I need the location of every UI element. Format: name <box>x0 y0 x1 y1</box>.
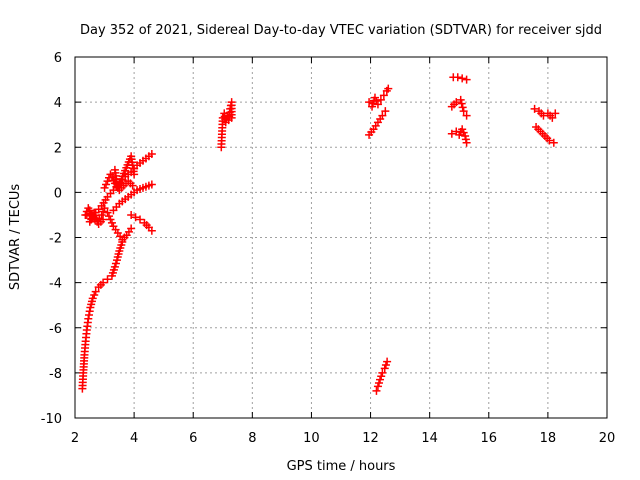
x-axis-label: GPS time / hours <box>287 459 396 474</box>
data-point-marker <box>147 150 156 159</box>
data-point-marker <box>551 109 560 118</box>
series-early-cross <box>100 170 137 195</box>
data-point-marker <box>373 100 382 109</box>
series-twelve-lower <box>372 357 392 395</box>
data-point-marker <box>456 95 465 104</box>
y-tick-label: 0 <box>54 186 62 201</box>
data-point-marker <box>378 368 387 377</box>
data-point-marker <box>365 98 374 107</box>
axis-ticks <box>74 56 608 419</box>
data-point-marker <box>384 84 393 93</box>
x-tick-label: 12 <box>362 431 379 446</box>
data-point-marker <box>227 113 236 122</box>
series-fifteen-lower <box>447 125 471 147</box>
data-point-marker <box>127 224 136 233</box>
x-tick-label: 20 <box>599 431 616 446</box>
data-point-marker <box>372 386 381 395</box>
y-tick-label: -2 <box>49 232 62 247</box>
series-early-rising-b <box>109 180 156 215</box>
series-seven-hour-cluster <box>217 98 236 152</box>
data-points <box>78 73 560 395</box>
data-point-marker <box>136 215 145 224</box>
y-tick-label: -8 <box>49 367 62 382</box>
y-tick-label: 2 <box>54 141 62 156</box>
data-point-marker <box>130 170 139 179</box>
data-point-marker <box>378 111 387 120</box>
y-tick-label: -6 <box>49 322 62 337</box>
series-early-descending-tail <box>78 238 127 393</box>
data-point-marker <box>85 207 94 216</box>
y-tick-labels: -10 -8 -6 -4 -2 0 2 4 6 <box>41 51 62 427</box>
data-point-marker <box>458 74 467 83</box>
series-early-falling <box>127 210 156 235</box>
chart-title: Day 352 of 2021, Sidereal Day-to-day VTE… <box>80 23 602 38</box>
series-early-spikes <box>110 152 139 192</box>
series-twelve-middle <box>365 107 390 139</box>
data-point-marker <box>376 95 385 104</box>
data-point-marker <box>147 180 156 189</box>
series-fifteen-middle <box>447 95 471 120</box>
series-eighteen-lower <box>532 122 558 147</box>
data-point-marker <box>131 213 140 222</box>
x-tick-label: 18 <box>540 431 557 446</box>
data-point-marker <box>545 136 554 145</box>
data-point-marker <box>84 204 93 213</box>
data-point-marker <box>452 98 461 107</box>
data-point-marker <box>127 210 136 219</box>
series-twelve-upper <box>365 84 393 111</box>
data-point-marker <box>457 99 466 108</box>
x-tick-label: 10 <box>303 431 320 446</box>
data-point-marker <box>462 138 471 147</box>
data-point-marker <box>381 107 390 116</box>
data-point-marker <box>462 111 471 120</box>
x-tick-labels: 2 4 6 8 10 12 14 16 18 20 <box>71 431 615 446</box>
x-tick-label: 14 <box>421 431 438 446</box>
data-point-marker <box>549 138 558 147</box>
x-tick-label: 6 <box>189 431 197 446</box>
x-tick-label: 8 <box>248 431 256 446</box>
data-point-marker <box>103 275 112 284</box>
y-tick-label: 6 <box>54 51 62 66</box>
data-point-marker <box>99 278 108 287</box>
data-point-marker <box>447 129 456 138</box>
data-point-marker <box>147 226 156 235</box>
data-point-marker <box>462 75 471 84</box>
x-tick-label: 16 <box>481 431 498 446</box>
y-tick-label: 4 <box>54 96 62 111</box>
series-early-left-cluster <box>81 204 108 228</box>
data-point-marker <box>383 357 392 366</box>
y-axis-label: SDTVAR / TECUs <box>8 184 23 291</box>
grid-lines <box>75 57 607 418</box>
data-point-marker <box>458 103 467 112</box>
data-point-marker <box>91 287 100 296</box>
data-point-marker <box>453 73 462 82</box>
data-point-marker <box>548 113 557 122</box>
y-tick-label: -10 <box>41 412 62 427</box>
data-point-marker <box>530 104 539 113</box>
series-fifteen-top <box>449 73 471 84</box>
series-eighteen-upper <box>530 104 560 122</box>
x-tick-label: 4 <box>130 431 138 446</box>
data-point-marker <box>99 215 108 224</box>
x-tick-label: 2 <box>71 431 79 446</box>
data-point-marker <box>379 91 388 100</box>
y-tick-label: -4 <box>49 277 62 292</box>
data-point-marker <box>459 107 468 116</box>
data-point-marker <box>128 181 137 190</box>
